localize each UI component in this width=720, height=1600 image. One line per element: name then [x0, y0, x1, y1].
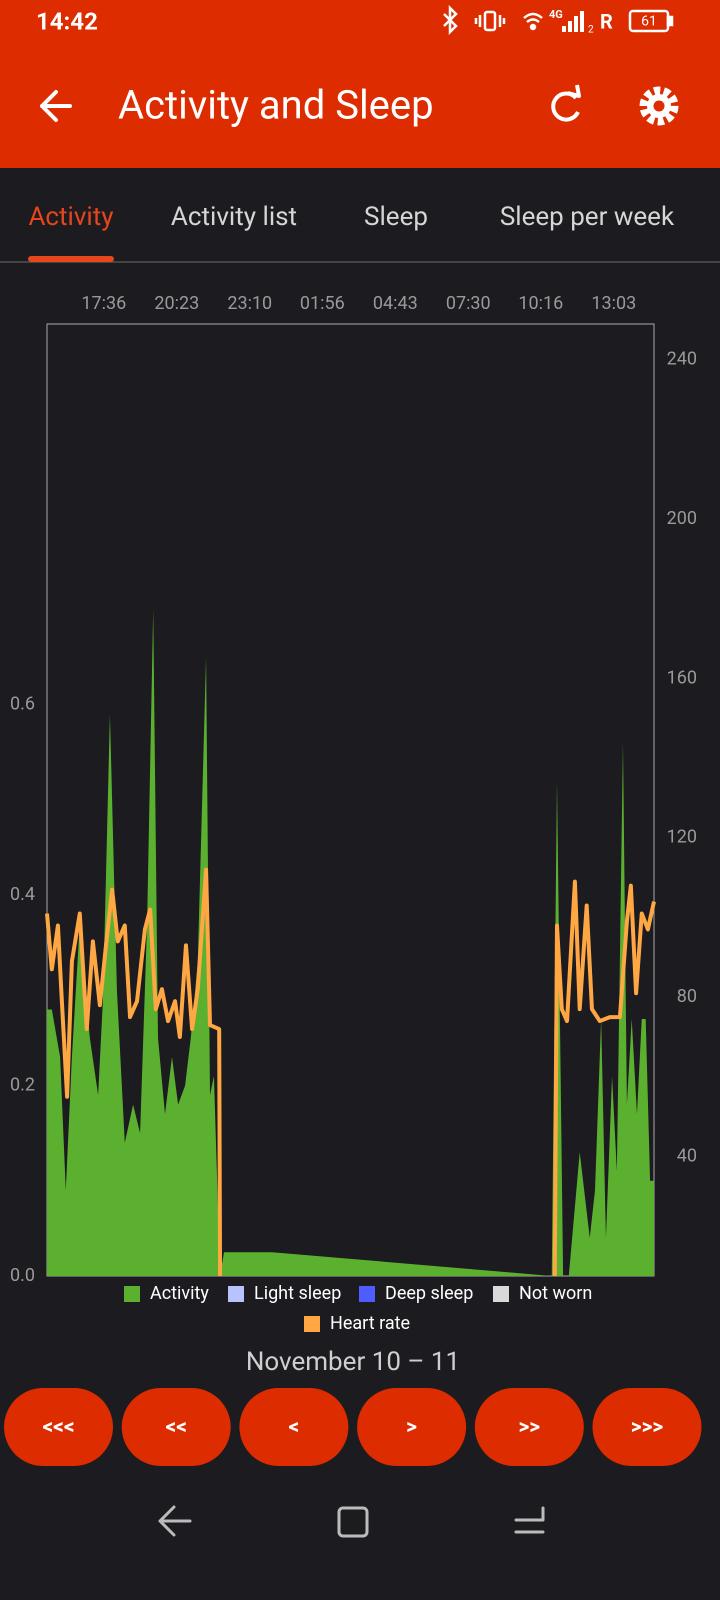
legend-label: Light sleep [254, 1283, 341, 1304]
y-tick-label: 0.0 [10, 1265, 35, 1286]
nav-button[interactable] [592, 1388, 702, 1466]
y2-tick-label: 80 [677, 986, 697, 1007]
legend-swatch [304, 1316, 320, 1332]
legend-swatch [124, 1286, 140, 1302]
x-tick-label: 04:43 [373, 293, 418, 314]
nav-button[interactable] [474, 1388, 584, 1466]
chart: 17:36 20:23 23:10 01:56 04:43 07:30 10:16 13:03… [10, 293, 697, 1334]
tab-bar [0, 168, 720, 262]
legend-label: Heart rate [330, 1313, 410, 1334]
y2-tick-label: 200 [667, 508, 697, 529]
y-tick-label: 0.6 [10, 694, 35, 715]
legend-swatch [228, 1286, 244, 1302]
nav-button-label[interactable]: >> [518, 1416, 540, 1440]
tab[interactable]: Sleep per week [500, 202, 675, 232]
legend-label: Deep sleep [385, 1283, 473, 1304]
nav-button[interactable] [239, 1388, 349, 1466]
x-tick-label: 17:36 [81, 293, 126, 314]
y2-tick-label: 240 [667, 349, 697, 370]
y2-tick-label: 40 [677, 1145, 697, 1166]
nav-button[interactable] [357, 1388, 467, 1466]
date-range: November 10 – 11 [246, 1347, 460, 1377]
system-nav [158, 1505, 545, 1538]
y-tick-label: 0.2 [10, 1074, 35, 1095]
nav-buttons: <<< << < > >> >>> [4, 1388, 702, 1466]
network-type: 4G [549, 8, 563, 21]
battery-level: 61 [641, 14, 657, 30]
tab[interactable]: Activity [28, 202, 113, 232]
tab[interactable]: Sleep [364, 202, 428, 232]
legend-swatch [359, 1286, 375, 1302]
x-tick-label: 10:16 [518, 293, 563, 314]
x-tick-label: 07:30 [446, 293, 491, 314]
y2-tick-label: 120 [667, 827, 697, 848]
nav-button-label[interactable]: >>> [631, 1416, 664, 1440]
back-button[interactable] [40, 90, 72, 122]
app-title: Activity and Sleep [118, 82, 434, 129]
signal-bars [562, 11, 584, 32]
sim-number: 2 [588, 25, 594, 36]
heart-rate-line [45, 867, 656, 1277]
x-tick-label: 01:56 [300, 293, 345, 314]
x-tick-label: 20:23 [154, 293, 199, 314]
settings-button[interactable] [639, 86, 679, 126]
nav-button-label[interactable]: < [289, 1416, 300, 1440]
tab[interactable]: Activity list [171, 202, 297, 232]
legend-swatch [493, 1286, 509, 1302]
x-tick-label: 13:03 [591, 293, 636, 314]
activity-area [47, 609, 654, 1276]
nav-button-label[interactable]: << [165, 1416, 186, 1440]
legend-label: Activity [150, 1283, 209, 1304]
sys-home[interactable] [337, 1506, 369, 1538]
nav-button-label[interactable]: > [406, 1416, 417, 1440]
x-tick-label: 23:10 [227, 293, 272, 314]
sys-back[interactable] [158, 1505, 192, 1537]
refresh-button[interactable] [551, 84, 581, 122]
legend-label: Not worn [519, 1283, 592, 1304]
tab-indicator [28, 256, 114, 262]
status-time: 14:42 [36, 7, 98, 35]
nav-button[interactable] [4, 1388, 113, 1466]
nav-button[interactable] [121, 1388, 231, 1466]
roaming: R [600, 9, 613, 33]
y-tick-label: 0.4 [10, 884, 35, 905]
status-icons [443, 4, 674, 36]
nav-button-label[interactable]: <<< [42, 1416, 74, 1440]
app-bar [0, 0, 720, 168]
y2-tick-label: 160 [667, 667, 697, 688]
sys-recents[interactable] [514, 1506, 545, 1534]
